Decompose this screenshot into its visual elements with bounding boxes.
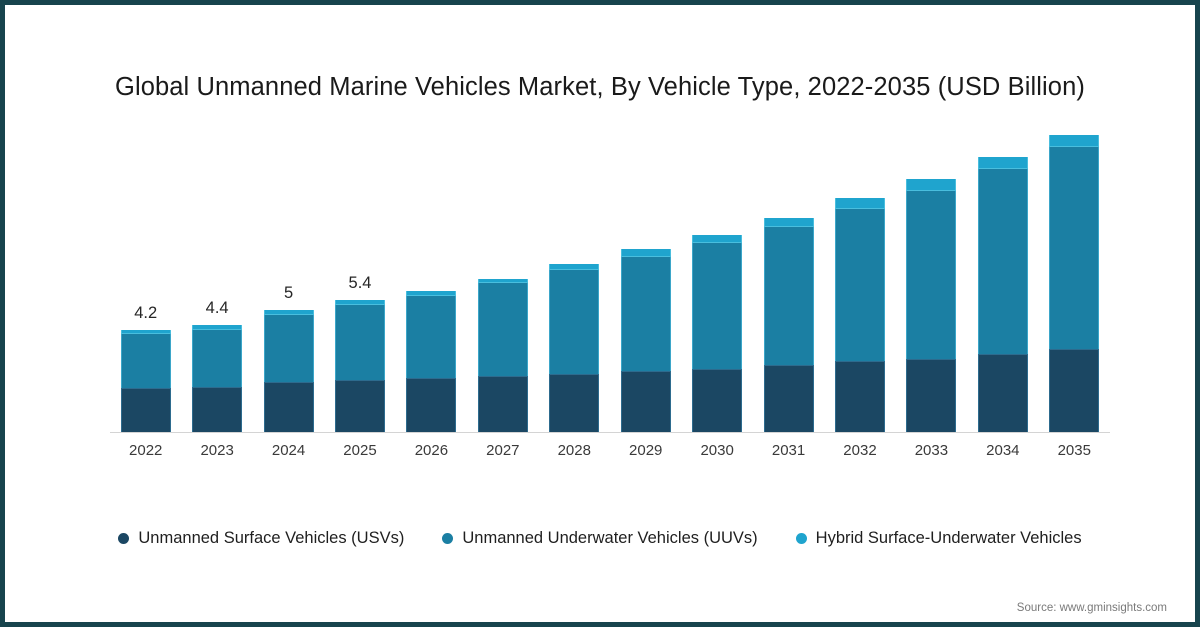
bar-segment[interactable] — [906, 190, 957, 359]
chart-legend: Unmanned Surface Vehicles (USVs) Unmanned… — [5, 529, 1195, 548]
dot-icon — [442, 533, 454, 544]
x-axis-tick-label: 2030 — [700, 442, 734, 459]
bar-column[interactable]: 4.4 — [192, 299, 243, 432]
bar-segment[interactable] — [549, 373, 600, 432]
x-axis-tick-label: 2029 — [629, 442, 663, 459]
bar-segment[interactable] — [835, 198, 885, 210]
bar-segment[interactable] — [620, 256, 671, 372]
bar-segment[interactable] — [335, 300, 385, 306]
bar-segment[interactable] — [263, 310, 314, 316]
legend-item[interactable]: Hybrid Surface-Underwater Vehicles — [795, 529, 1082, 548]
bar-value-label: 4.2 — [134, 303, 158, 322]
bar-segment[interactable] — [620, 371, 671, 432]
bar-segment[interactable] — [977, 354, 1028, 432]
bar-segment[interactable] — [477, 375, 528, 432]
x-axis-baseline — [110, 432, 1110, 433]
bar-segment[interactable] — [192, 329, 243, 387]
legend-item-label: Unmanned Surface Vehicles (USVs) — [138, 529, 405, 547]
bar-segment[interactable] — [477, 283, 528, 376]
dot-icon — [795, 533, 807, 544]
bar-segment[interactable] — [977, 168, 1028, 355]
plot-area: 4.2 4.4 5 5.4 — [110, 125, 1110, 432]
bar-column[interactable] — [692, 234, 743, 432]
dot-icon — [118, 533, 130, 544]
bar-segment[interactable] — [763, 217, 814, 228]
bar-column[interactable] — [477, 278, 528, 432]
bar-segment[interactable] — [763, 227, 814, 365]
legend-item[interactable]: Unmanned Surface Vehicles (USVs) — [118, 529, 404, 548]
bar-segment[interactable] — [620, 249, 671, 257]
bar-segment[interactable] — [192, 324, 243, 330]
bar-column[interactable] — [549, 263, 600, 432]
bar-segment[interactable] — [549, 269, 600, 374]
bar-segment[interactable] — [335, 379, 385, 432]
source-attribution: Source: www.gminsights.com — [1016, 602, 1167, 614]
x-axis-tick-label: 2034 — [986, 442, 1020, 459]
bar-segment[interactable] — [549, 263, 600, 270]
bar-segment[interactable] — [120, 329, 171, 335]
bar-column[interactable] — [406, 290, 457, 432]
bar-segment[interactable] — [120, 334, 171, 388]
bar-column[interactable] — [1049, 134, 1100, 432]
bar-value-label: 4.4 — [205, 298, 229, 317]
bar-segment[interactable] — [835, 361, 885, 432]
x-axis-tick-label: 2023 — [200, 442, 234, 459]
bar-segment[interactable] — [835, 209, 885, 362]
legend-item[interactable]: Unmanned Underwater Vehicles (UUVs) — [442, 529, 758, 548]
bar-segment[interactable] — [263, 315, 314, 383]
chart-title: Global Unmanned Marine Vehicles Market, … — [115, 73, 1085, 101]
bar-column[interactable] — [620, 249, 671, 432]
bar-segment[interactable] — [263, 382, 314, 432]
bar-segment[interactable] — [692, 243, 743, 369]
x-axis-tick-label: 2026 — [414, 442, 449, 459]
bar-segment[interactable] — [406, 290, 457, 296]
bar-segment[interactable] — [406, 378, 457, 432]
x-axis-tick-label: 2031 — [771, 442, 806, 459]
bar-segment[interactable] — [906, 178, 957, 191]
x-axis-tick-label: 2033 — [914, 442, 949, 459]
bar-segment[interactable] — [977, 156, 1028, 169]
bar-segment[interactable] — [477, 278, 528, 284]
bar-segment[interactable] — [120, 387, 171, 432]
x-axis-tick-label: 2022 — [129, 442, 163, 459]
x-axis-tick-label: 2024 — [271, 442, 306, 459]
legend-item-label: Unmanned Underwater Vehicles (UUVs) — [462, 529, 758, 547]
bar-segment[interactable] — [692, 368, 743, 432]
bar-segment[interactable] — [763, 365, 814, 432]
bar-column[interactable] — [835, 198, 885, 432]
x-axis-tick-label: 2032 — [843, 442, 877, 459]
bar-segment[interactable] — [906, 358, 957, 432]
bar-value-label: 5 — [283, 284, 294, 303]
bar-column[interactable]: 5 — [263, 284, 314, 432]
x-axis-tick-label: 2025 — [343, 442, 377, 459]
bar-column[interactable] — [906, 178, 957, 432]
x-axis-tick-label: 2028 — [557, 442, 591, 459]
bar-segment[interactable] — [1049, 134, 1100, 147]
bar-segment[interactable] — [692, 234, 743, 244]
legend-item-label: Hybrid Surface-Underwater Vehicles — [815, 529, 1082, 547]
bar-segment[interactable] — [335, 305, 385, 380]
bar-segment[interactable] — [192, 386, 243, 432]
bar-segment[interactable] — [406, 295, 457, 379]
bar-column[interactable] — [977, 156, 1028, 432]
bar-segment[interactable] — [1049, 146, 1100, 350]
bar-value-label: 5.4 — [348, 274, 372, 293]
x-axis-tick-label: 2027 — [486, 442, 520, 459]
x-axis-tick-label: 2035 — [1057, 442, 1091, 459]
bar-column[interactable]: 5.4 — [335, 274, 385, 432]
bar-column[interactable] — [763, 217, 814, 432]
bar-segment[interactable] — [1049, 349, 1100, 432]
bar-column[interactable]: 4.2 — [120, 304, 171, 432]
